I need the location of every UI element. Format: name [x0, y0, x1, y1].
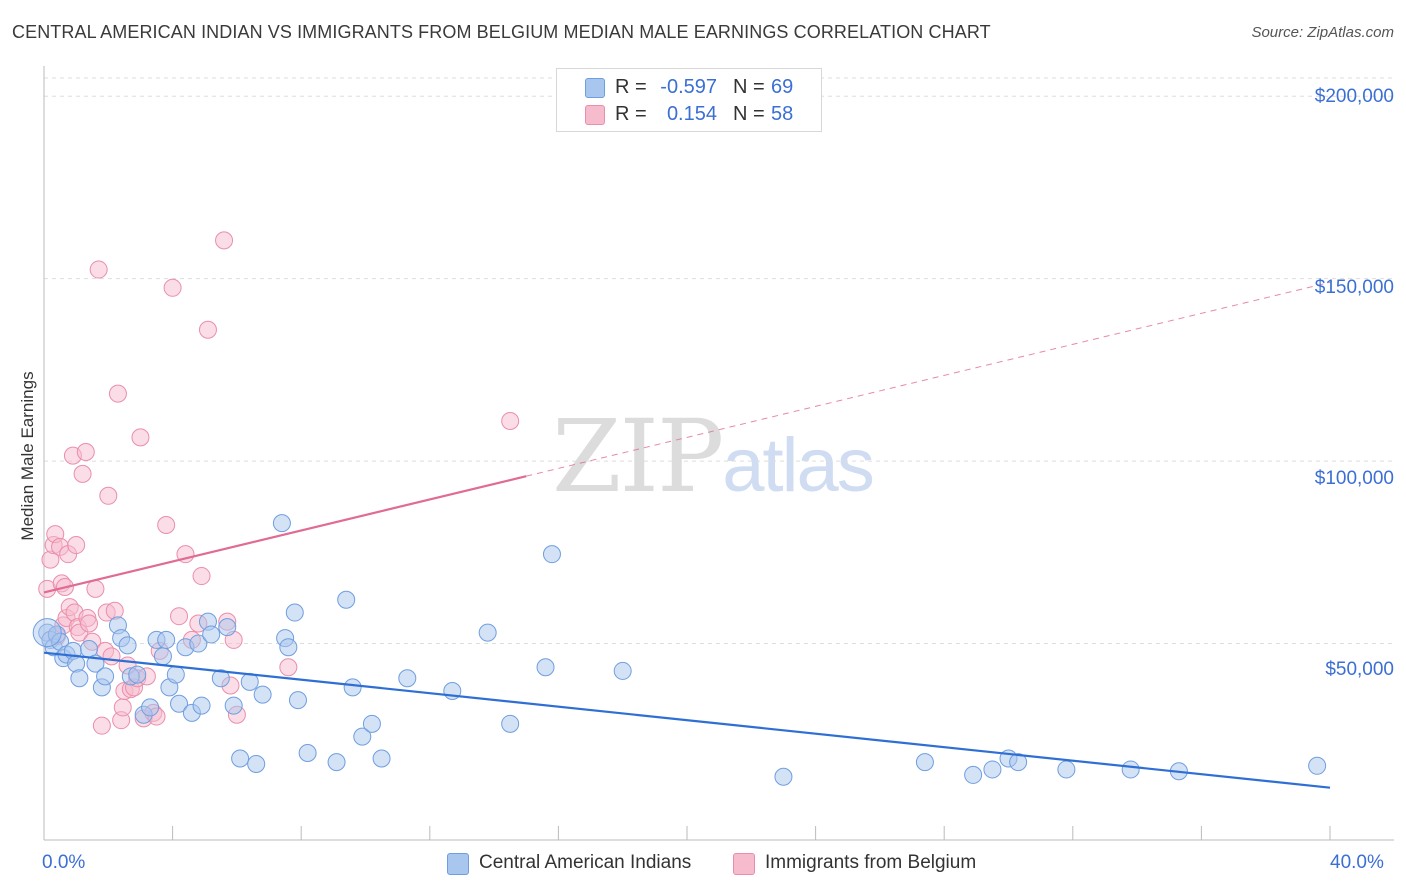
data-point-central-american — [247, 754, 266, 773]
data-point-central-american — [288, 691, 307, 710]
data-point-central-american — [478, 623, 497, 642]
data-point-central-american — [285, 603, 304, 622]
trend-line-belgium — [43, 475, 527, 594]
legend-n-value: 69 — [771, 76, 794, 98]
data-point-central-american — [253, 685, 272, 704]
legend-n-label: N = — [733, 76, 765, 98]
data-point-belgium — [67, 536, 86, 555]
data-point-central-american — [501, 714, 520, 733]
trend-lines — [43, 281, 1331, 789]
correlation-legend: R = -0.597 N = 69 R = 0.154 N = 58 — [556, 68, 822, 132]
data-point-belgium — [89, 260, 108, 279]
axes — [43, 66, 1394, 841]
data-point-central-american — [327, 753, 346, 772]
data-point-central-american — [192, 696, 211, 715]
data-point-central-american — [231, 749, 250, 768]
legend-n-label: N = — [733, 103, 765, 125]
trend-line-belgium-extension — [526, 281, 1331, 477]
data-point-central-american — [272, 514, 291, 533]
data-point-belgium — [99, 486, 118, 505]
y-axis-label: Median Male Earnings — [18, 371, 37, 541]
legend-row-series2: R = 0.154 N = 58 — [557, 101, 821, 127]
legend-row-series1: R = -0.597 N = 69 — [557, 74, 821, 100]
legend-swatch-blue — [585, 78, 605, 98]
data-point-central-american — [542, 545, 561, 564]
data-point-central-american — [337, 590, 356, 609]
data-point-central-american — [153, 647, 172, 666]
data-point-belgium — [157, 515, 176, 534]
legend-r-value: 0.154 — [666, 103, 717, 125]
gridlines — [44, 77, 1394, 645]
data-point-central-american — [362, 714, 381, 733]
x-tick-label-max: 40.0% — [1330, 852, 1384, 873]
data-point-central-american — [170, 694, 189, 713]
data-point-central-american — [70, 669, 89, 688]
legend-label-belgium: Immigrants from Belgium — [765, 852, 977, 873]
data-point-central-american — [224, 696, 243, 715]
data-point-belgium — [192, 567, 211, 586]
data-point-central-american — [189, 634, 208, 653]
data-point-central-american — [128, 665, 147, 684]
data-point-belgium — [102, 647, 121, 666]
y-tick-label: $100,000 — [1314, 468, 1394, 489]
legend-label-central-american: Central American Indians — [479, 852, 692, 873]
data-point-central-american — [372, 749, 391, 768]
data-point-central-american — [32, 618, 62, 648]
data-point-belgium — [113, 698, 132, 717]
data-point-central-american — [915, 753, 934, 772]
chart-title: CENTRAL AMERICAN INDIAN VS IMMIGRANTS FR… — [12, 22, 991, 42]
data-point-belgium — [215, 231, 234, 250]
data-point-central-american — [1009, 753, 1028, 772]
source-label: Source: ZipAtlas.com — [1251, 24, 1394, 41]
data-point-belgium — [86, 579, 105, 598]
y-tick-label: $200,000 — [1314, 86, 1394, 107]
data-point-central-american — [279, 638, 298, 657]
data-point-central-american — [166, 665, 185, 684]
data-point-belgium — [73, 464, 92, 483]
data-point-central-american — [298, 744, 317, 763]
data-point-belgium — [279, 658, 298, 677]
legend-r-label: R = — [615, 76, 647, 98]
data-point-central-american — [398, 669, 417, 688]
data-point-belgium — [108, 384, 127, 403]
data-point-central-american — [202, 625, 221, 644]
data-point-central-american — [141, 698, 160, 717]
data-point-central-american — [118, 636, 137, 655]
legend-r-label: R = — [615, 103, 647, 125]
trend-line-central-american — [43, 651, 1331, 789]
data-point-central-american — [211, 669, 230, 688]
data-point-central-american — [1121, 760, 1140, 779]
data-point-belgium — [501, 411, 520, 430]
data-point-central-american — [983, 760, 1002, 779]
data-point-central-american — [1057, 760, 1076, 779]
data-point-central-american — [343, 678, 362, 697]
data-point-central-american — [96, 667, 115, 686]
series-central-american-points — [32, 514, 1327, 786]
data-point-central-american — [774, 767, 793, 786]
legend-swatch-blue — [447, 853, 469, 875]
legend-r-value: -0.597 — [660, 76, 717, 98]
data-point-central-american — [536, 658, 555, 677]
y-tick-label: $50,000 — [1325, 659, 1394, 680]
legend-swatch-pink — [733, 853, 755, 875]
data-point-belgium — [80, 614, 99, 633]
data-point-belgium — [170, 607, 189, 626]
data-point-belgium — [163, 278, 182, 297]
data-point-central-american — [218, 618, 237, 637]
legend-swatch-pink — [585, 105, 605, 125]
x-tick-label-min: 0.0% — [42, 852, 86, 873]
data-point-central-american — [157, 630, 176, 649]
data-point-belgium — [76, 443, 95, 461]
data-point-central-american — [964, 765, 983, 784]
y-tick-label: $150,000 — [1314, 277, 1394, 298]
data-point-central-american — [1308, 756, 1327, 775]
data-point-belgium — [131, 428, 150, 447]
data-point-belgium — [105, 601, 124, 620]
data-point-central-american — [613, 661, 632, 680]
data-point-belgium — [92, 716, 111, 735]
data-point-central-american — [353, 727, 372, 746]
legend-n-value: 58 — [771, 103, 794, 125]
data-point-belgium — [198, 320, 217, 339]
